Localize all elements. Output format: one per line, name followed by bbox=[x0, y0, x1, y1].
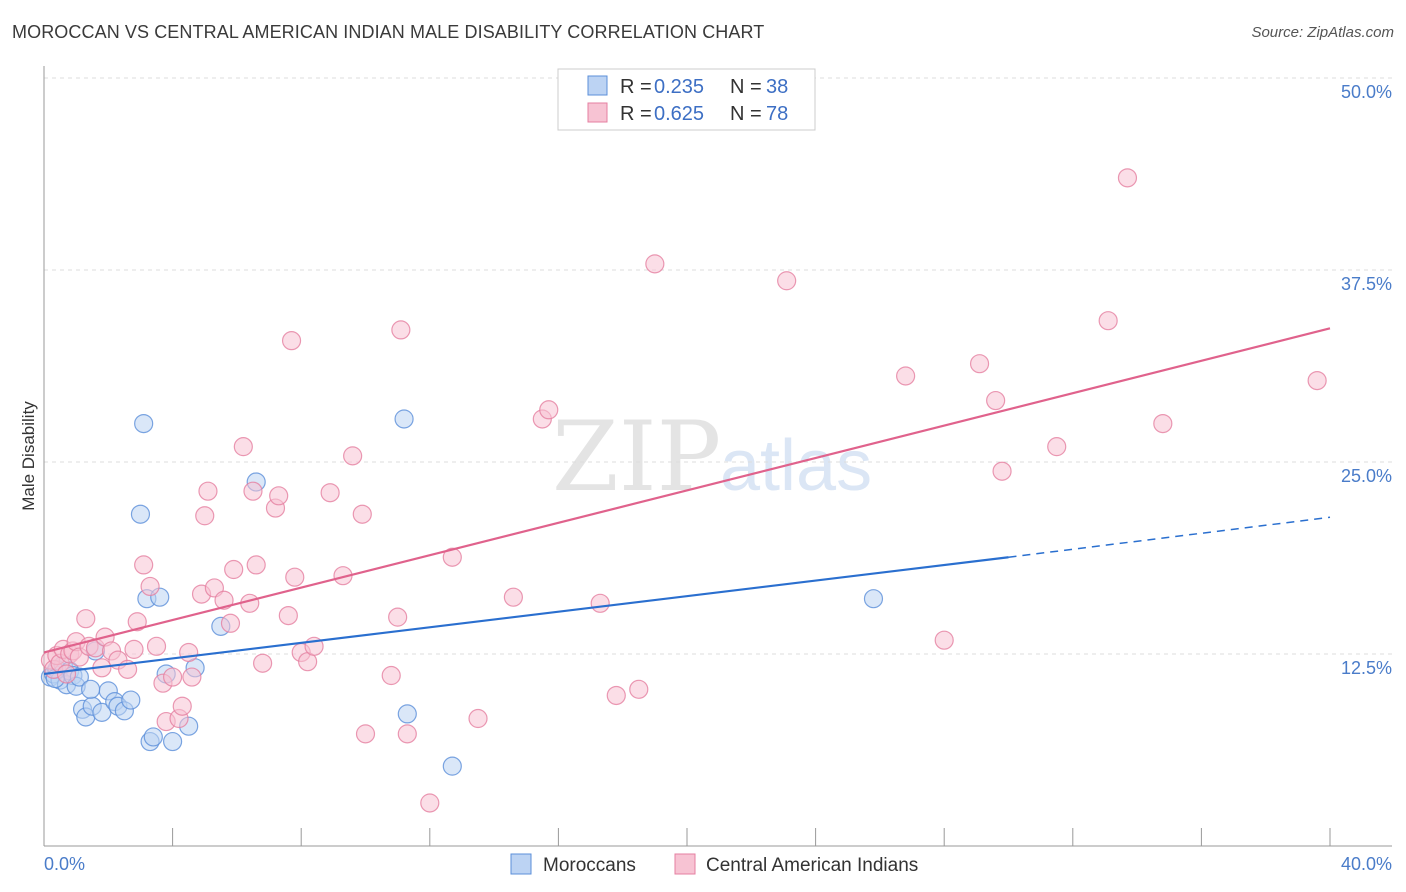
legend-r-value-1: 0.235 bbox=[654, 76, 704, 98]
legend-r-label-1: R = bbox=[620, 76, 652, 98]
central-american-indians-point bbox=[246, 555, 266, 575]
legend-n-value-1: 38 bbox=[766, 76, 788, 98]
central-american-indians-point bbox=[163, 667, 183, 687]
central-american-indians-point bbox=[269, 486, 289, 506]
central-american-indians-point bbox=[233, 437, 253, 457]
central-american-indians-point bbox=[388, 607, 408, 627]
central-american-indians-point bbox=[214, 590, 234, 610]
central-american-indians-point bbox=[220, 613, 241, 633]
central-american-indians-point bbox=[629, 679, 649, 699]
central-american-indians-point bbox=[992, 461, 1012, 481]
central-american-indians-point bbox=[896, 366, 916, 386]
central-american-indians-point bbox=[503, 587, 523, 607]
central-american-indians-point bbox=[777, 271, 797, 291]
x-tick-label-min: 0.0% bbox=[44, 854, 85, 874]
central-american-indians-point bbox=[352, 504, 372, 524]
central-american-indians-point bbox=[1307, 370, 1327, 391]
moroccans-trend-line bbox=[43, 556, 1009, 676]
bottom-legend-swatch-central-american-indians bbox=[674, 853, 696, 875]
central-american-indians-point bbox=[243, 481, 263, 501]
gridlines bbox=[44, 77, 1392, 655]
central-american-indians-point bbox=[127, 612, 147, 632]
central-american-indians-point bbox=[468, 708, 488, 729]
central-american-indians-point bbox=[420, 793, 440, 813]
legend-swatch-central-american-indians bbox=[587, 102, 608, 123]
moroccans-point bbox=[81, 679, 101, 699]
y-tick-label: 37.5% bbox=[1341, 274, 1392, 294]
central-american-indians-point bbox=[146, 636, 167, 656]
central-american-indians-point bbox=[182, 667, 202, 687]
axes bbox=[43, 66, 1392, 847]
moroccans-point bbox=[863, 589, 884, 609]
moroccans-point bbox=[394, 409, 414, 429]
x-tick-label-max: 40.0% bbox=[1341, 854, 1392, 874]
central-american-indians-point bbox=[442, 547, 462, 567]
y-tick-labels: 12.5% 25.0% 37.5% 50.0% bbox=[1341, 82, 1392, 678]
y-tick-label: 25.0% bbox=[1341, 466, 1392, 486]
central-american-indians-point bbox=[1047, 437, 1067, 457]
central-american-indians-point bbox=[224, 559, 244, 580]
central-american-indians-point bbox=[986, 390, 1006, 411]
bottom-legend-moroccans: Moroccans bbox=[543, 855, 636, 876]
central-american-indians-point bbox=[969, 354, 990, 374]
central-american-indians-point bbox=[134, 555, 154, 575]
central-american-indians-point bbox=[1098, 311, 1118, 331]
central-american-indians-point bbox=[343, 446, 363, 466]
central-american-indians-point bbox=[934, 630, 954, 650]
bottom-legend-central-american-indians: Central American Indians bbox=[706, 855, 918, 876]
moroccans-point bbox=[442, 756, 462, 776]
series-legend: Moroccans Central American Indians bbox=[510, 853, 918, 876]
moroccans-point bbox=[143, 727, 163, 747]
central-american-indians-point bbox=[590, 593, 610, 613]
central-american-indians-point bbox=[278, 605, 298, 626]
chart-title: MOROCCAN VS CENTRAL AMERICAN INDIAN MALE… bbox=[12, 22, 765, 42]
central-american-indians-point bbox=[355, 724, 376, 744]
y-tick-label: 12.5% bbox=[1341, 658, 1392, 678]
central-american-indians-point bbox=[320, 483, 340, 503]
trend-lines bbox=[43, 327, 1331, 676]
central-american-indians-point bbox=[76, 609, 96, 629]
central-american-indians-point bbox=[179, 642, 199, 663]
bottom-legend-swatch-moroccans bbox=[510, 853, 532, 875]
central-american-indians-point bbox=[195, 506, 215, 526]
central-american-indians-point bbox=[198, 481, 218, 501]
central-american-indians-point bbox=[645, 254, 665, 274]
moroccans-trend-extension bbox=[1008, 516, 1331, 558]
watermark-atlas: atlas bbox=[720, 426, 872, 506]
legend-n-label-2: N = bbox=[730, 103, 762, 125]
moroccans-point bbox=[134, 414, 154, 434]
watermark-zip: ZIP bbox=[552, 401, 721, 513]
central-american-indians-point bbox=[124, 639, 144, 659]
y-axis-label: Male Disability bbox=[19, 401, 38, 511]
legend-n-label-1: N = bbox=[730, 76, 762, 98]
moroccans-point bbox=[397, 704, 417, 724]
central-american-indians-point bbox=[1153, 414, 1173, 434]
central-american-indians-point bbox=[1117, 168, 1138, 188]
central-american-indians-point bbox=[281, 331, 302, 351]
central-american-indians-point bbox=[56, 664, 77, 684]
central-american-indians-point bbox=[172, 696, 192, 716]
central-american-indians-point bbox=[391, 320, 411, 340]
legend-n-value-2: 78 bbox=[766, 103, 788, 125]
x-ticks bbox=[43, 828, 1331, 846]
legend-r-label-2: R = bbox=[620, 103, 652, 125]
moroccans-point bbox=[163, 731, 183, 752]
central-american-indians-trend-line bbox=[43, 327, 1331, 654]
central-american-indians-point bbox=[253, 653, 273, 673]
central-american-indians-point bbox=[606, 685, 626, 706]
central-american-indians-point bbox=[539, 400, 559, 420]
chart-source: Source: ZipAtlas.com bbox=[1251, 24, 1394, 41]
correlation-legend: R = 0.235 N = 38 R = 0.625 N = 78 bbox=[557, 68, 816, 131]
moroccans-point bbox=[121, 690, 141, 710]
y-tick-label: 50.0% bbox=[1341, 82, 1392, 102]
central-american-indians-point bbox=[140, 576, 160, 597]
central-american-indians-point bbox=[285, 567, 305, 587]
legend-swatch-moroccans bbox=[587, 75, 608, 96]
legend-r-value-2: 0.625 bbox=[654, 103, 704, 125]
central-american-indians-point bbox=[381, 665, 401, 686]
moroccans-point bbox=[130, 504, 151, 524]
central-american-indians-point bbox=[397, 724, 417, 744]
